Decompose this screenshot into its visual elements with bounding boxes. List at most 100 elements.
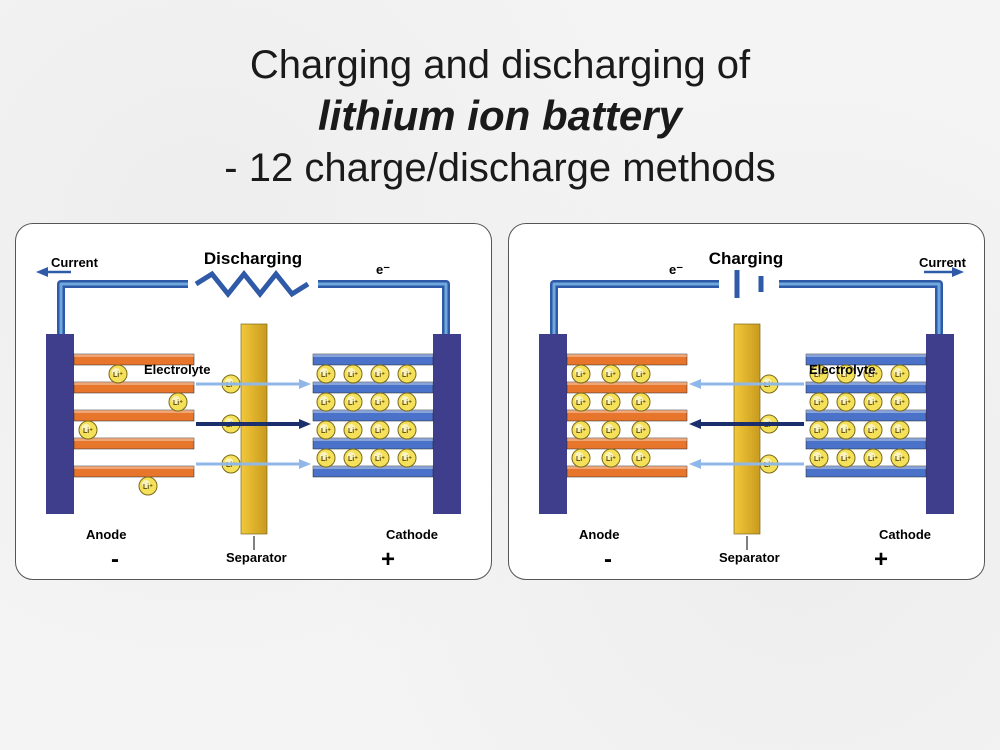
svg-text:Li⁺: Li⁺ — [348, 400, 358, 407]
lithium-ion-icon: Li⁺ — [317, 449, 335, 467]
svg-text:Li⁺: Li⁺ — [402, 400, 412, 407]
lithium-ion-icon: Li⁺ — [810, 421, 828, 439]
lithium-ion-icon: Li⁺ — [398, 421, 416, 439]
svg-text:-: - — [604, 546, 612, 573]
svg-text:Li⁺: Li⁺ — [402, 456, 412, 463]
lithium-ion-icon: Li⁺ — [864, 449, 882, 467]
svg-text:Li⁺: Li⁺ — [636, 400, 646, 407]
cathode-label: Cathode — [386, 527, 438, 542]
separator-label: Separator — [719, 550, 780, 565]
svg-text:Li⁺: Li⁺ — [375, 372, 385, 379]
charging-panel: Charginge⁻ Current Li⁺ Li⁺ Li⁺ Li⁺ Li⁺ L… — [508, 223, 985, 580]
svg-text:Li⁺: Li⁺ — [113, 372, 123, 379]
lithium-ion-icon: Li⁺ — [632, 393, 650, 411]
lithium-ion-icon: Li⁺ — [864, 393, 882, 411]
title-block: Charging and discharging of lithium ion … — [0, 0, 1000, 203]
svg-text:Li⁺: Li⁺ — [814, 400, 824, 407]
lithium-ion-icon: Li⁺ — [398, 449, 416, 467]
svg-text:Li⁺: Li⁺ — [841, 456, 851, 463]
svg-text:Electrolyte: Electrolyte — [144, 362, 210, 377]
lithium-ion-icon: Li⁺ — [139, 477, 157, 495]
svg-text:Electrolyte: Electrolyte — [809, 362, 875, 377]
lithium-ion-icon: Li⁺ — [891, 393, 909, 411]
lithium-ion-icon: Li⁺ — [371, 421, 389, 439]
title-line-3: - 12 charge/discharge methods — [60, 143, 940, 193]
lithium-ion-icon: Li⁺ — [344, 365, 362, 383]
svg-text:Li⁺: Li⁺ — [348, 372, 358, 379]
lithium-ion-icon: Li⁺ — [837, 421, 855, 439]
lithium-ion-icon: Li⁺ — [371, 449, 389, 467]
svg-text:Li⁺: Li⁺ — [375, 428, 385, 435]
svg-text:Li⁺: Li⁺ — [375, 400, 385, 407]
lithium-ion-icon: Li⁺ — [317, 393, 335, 411]
lithium-ion-icon: Li⁺ — [169, 393, 187, 411]
svg-text:Li⁺: Li⁺ — [868, 428, 878, 435]
lithium-ion-icon: Li⁺ — [891, 365, 909, 383]
cathode-label: Cathode — [879, 527, 931, 542]
svg-text:e⁻: e⁻ — [376, 262, 390, 277]
svg-text:Current: Current — [51, 255, 99, 270]
svg-text:Li⁺: Li⁺ — [375, 456, 385, 463]
lithium-ion-icon: Li⁺ — [572, 365, 590, 383]
svg-text:Li⁺: Li⁺ — [895, 456, 905, 463]
title-line-1: Charging and discharging of — [60, 40, 940, 90]
svg-text:Li⁺: Li⁺ — [636, 428, 646, 435]
discharging-panel: Discharging e⁻ Current Li⁺ Li⁺ Li⁺ Li⁺ Li… — [15, 223, 492, 580]
lithium-ion-icon: Li⁺ — [109, 365, 127, 383]
lithium-ion-icon: Li⁺ — [572, 393, 590, 411]
svg-text:Li⁺: Li⁺ — [606, 372, 616, 379]
svg-text:Li⁺: Li⁺ — [321, 400, 331, 407]
lithium-ion-icon: Li⁺ — [810, 449, 828, 467]
svg-text:Li⁺: Li⁺ — [606, 456, 616, 463]
svg-text:Li⁺: Li⁺ — [868, 400, 878, 407]
svg-text:Li⁺: Li⁺ — [895, 428, 905, 435]
svg-text:Li⁺: Li⁺ — [606, 428, 616, 435]
svg-text:Charging: Charging — [708, 249, 783, 268]
svg-text:Li⁺: Li⁺ — [814, 428, 824, 435]
diagram-panels: Discharging e⁻ Current Li⁺ Li⁺ Li⁺ Li⁺ Li… — [0, 203, 1000, 580]
lithium-ion-icon: Li⁺ — [344, 449, 362, 467]
lithium-ion-icon: Li⁺ — [602, 365, 620, 383]
svg-text:Li⁺: Li⁺ — [576, 400, 586, 407]
svg-text:+: + — [874, 546, 888, 573]
svg-text:Li⁺: Li⁺ — [402, 372, 412, 379]
svg-text:Li⁺: Li⁺ — [173, 400, 183, 407]
lithium-ion-icon: Li⁺ — [864, 421, 882, 439]
svg-text:e⁻: e⁻ — [669, 262, 683, 277]
lithium-ion-icon: Li⁺ — [398, 365, 416, 383]
lithium-ion-icon: Li⁺ — [632, 365, 650, 383]
svg-text:Li⁺: Li⁺ — [348, 428, 358, 435]
svg-text:Li⁺: Li⁺ — [841, 428, 851, 435]
lithium-ion-icon: Li⁺ — [632, 449, 650, 467]
lithium-ion-icon: Li⁺ — [371, 365, 389, 383]
lithium-ion-icon: Li⁺ — [317, 365, 335, 383]
svg-text:Li⁺: Li⁺ — [895, 400, 905, 407]
title-line-2: lithium ion battery — [60, 90, 940, 143]
svg-text:Li⁺: Li⁺ — [143, 484, 153, 491]
lithium-ion-icon: Li⁺ — [317, 421, 335, 439]
lithium-ion-icon: Li⁺ — [602, 421, 620, 439]
lithium-ion-icon: Li⁺ — [602, 449, 620, 467]
separator-label: Separator — [226, 550, 287, 565]
svg-text:Li⁺: Li⁺ — [321, 456, 331, 463]
svg-text:Li⁺: Li⁺ — [606, 400, 616, 407]
lithium-ion-icon: Li⁺ — [837, 393, 855, 411]
svg-text:Li⁺: Li⁺ — [576, 428, 586, 435]
lithium-ion-icon: Li⁺ — [398, 393, 416, 411]
svg-text:Li⁺: Li⁺ — [321, 428, 331, 435]
svg-text:Discharging: Discharging — [204, 249, 302, 268]
svg-text:Li⁺: Li⁺ — [348, 456, 358, 463]
svg-text:Li⁺: Li⁺ — [636, 372, 646, 379]
lithium-ion-icon: Li⁺ — [344, 393, 362, 411]
lithium-ion-icon: Li⁺ — [837, 449, 855, 467]
anode-label: Anode — [86, 527, 126, 542]
lithium-ion-icon: Li⁺ — [632, 421, 650, 439]
lithium-ion-icon: Li⁺ — [572, 421, 590, 439]
lithium-ion-icon: Li⁺ — [602, 393, 620, 411]
lithium-ion-icon: Li⁺ — [79, 421, 97, 439]
svg-text:Li⁺: Li⁺ — [321, 372, 331, 379]
anode-label: Anode — [579, 527, 619, 542]
svg-text:Li⁺: Li⁺ — [576, 372, 586, 379]
svg-text:Li⁺: Li⁺ — [868, 456, 878, 463]
svg-text:Li⁺: Li⁺ — [576, 456, 586, 463]
